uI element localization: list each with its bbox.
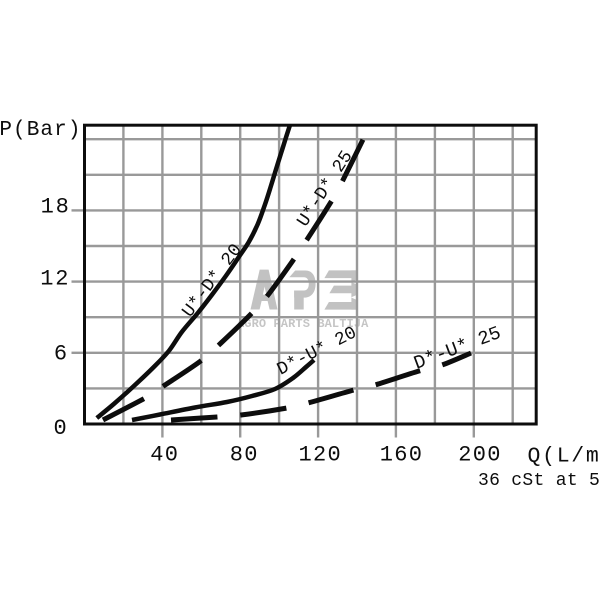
svg-text:200: 200 xyxy=(458,443,502,468)
svg-text:AGRO PARTS BALTIJA: AGRO PARTS BALTIJA xyxy=(237,317,369,331)
svg-text:6: 6 xyxy=(54,341,69,366)
svg-text:18: 18 xyxy=(41,194,71,219)
svg-text:12: 12 xyxy=(40,267,70,292)
svg-text:160: 160 xyxy=(380,443,424,468)
svg-text:Q(L/m: Q(L/m xyxy=(528,445,600,469)
svg-text:0: 0 xyxy=(54,416,69,441)
svg-text:80: 80 xyxy=(230,443,259,468)
svg-text:40: 40 xyxy=(150,443,179,468)
svg-text:P(Bar): P(Bar) xyxy=(0,119,82,142)
svg-text:36 cSt at 5: 36 cSt at 5 xyxy=(478,471,600,491)
svg-text:120: 120 xyxy=(299,443,343,468)
